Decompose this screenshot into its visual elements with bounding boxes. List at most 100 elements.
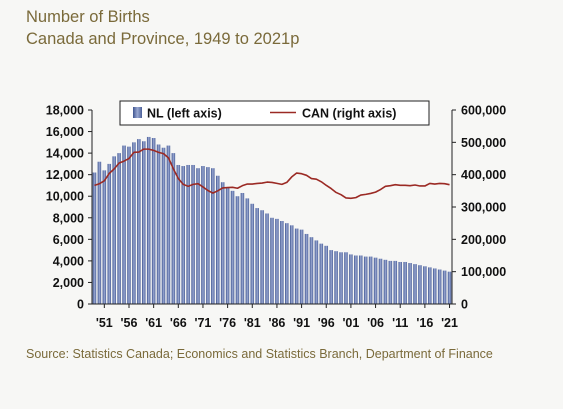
left-tick-label: 18,000	[46, 104, 84, 118]
nl-bar	[220, 182, 225, 304]
chart-subtitle: Canada and Province, 1949 to 2021p	[26, 30, 300, 48]
nl-bar	[285, 223, 289, 304]
nl-bar	[166, 145, 171, 304]
nl-bar	[151, 138, 156, 304]
nl-bar	[270, 217, 274, 304]
nl-bar	[368, 256, 373, 304]
x-tick-label: '66	[170, 316, 187, 330]
left-tick-label: 10,000	[46, 190, 84, 204]
nl-bar	[319, 243, 324, 304]
nl-bar	[211, 168, 215, 304]
nl-bar	[132, 142, 136, 304]
nl-bar	[304, 233, 309, 304]
nl-bar	[334, 251, 338, 304]
left-tick-label: 6,000	[53, 233, 84, 247]
x-tick-label: '11	[392, 316, 408, 330]
nl-bar	[265, 213, 269, 304]
nl-bar	[428, 267, 432, 304]
nl-bar	[289, 225, 294, 304]
nl-bar	[156, 144, 161, 304]
right-tick-label: 200,000	[461, 233, 506, 247]
nl-bar	[122, 145, 126, 304]
x-tick-label: '61	[145, 316, 162, 330]
nl-bar	[215, 175, 220, 304]
nl-bar	[432, 268, 437, 304]
right-tick-label: 100,000	[461, 265, 506, 279]
nl-bars-series	[92, 136, 452, 304]
nl-bar	[423, 266, 427, 304]
left-tick-label: 16,000	[46, 125, 84, 139]
nl-bar	[388, 260, 393, 304]
nl-bar	[206, 167, 210, 304]
chart-legend: NL (left axis) CAN (right axis)	[119, 100, 430, 126]
legend-nl-swatch	[133, 107, 142, 118]
x-tick-label: '01	[342, 316, 359, 330]
nl-bar	[344, 252, 348, 304]
x-tick-label: '96	[318, 316, 335, 330]
nl-bar	[117, 153, 121, 304]
right-tick-label: 0	[461, 298, 468, 312]
nl-bar	[275, 218, 279, 304]
nl-bar	[142, 141, 146, 304]
nl-bar	[191, 164, 195, 304]
nl-bar	[447, 271, 452, 304]
nl-bar	[403, 261, 407, 304]
nl-bar	[196, 168, 200, 304]
nl-bar	[245, 198, 250, 304]
x-tick-label: '56	[121, 316, 138, 330]
nl-bar	[408, 263, 412, 304]
right-tick-label: 600,000	[461, 104, 506, 118]
nl-bar	[225, 187, 230, 304]
nl-bar	[280, 221, 284, 304]
source-note: Source: Statistics Canada; Economics and…	[26, 347, 493, 361]
x-tick-label: '06	[367, 316, 384, 330]
nl-bar	[324, 245, 329, 304]
legend-can-label: CAN (right axis)	[302, 107, 396, 121]
nl-bar	[161, 147, 166, 304]
nl-bar	[358, 255, 363, 304]
nl-bar	[418, 265, 422, 304]
right-tick-label: 300,000	[461, 201, 506, 215]
nl-bar	[309, 237, 314, 304]
nl-bar	[230, 190, 235, 304]
nl-bar	[373, 257, 378, 304]
nl-bar	[112, 156, 116, 304]
nl-bar	[393, 260, 398, 304]
nl-bar	[314, 240, 319, 304]
chart-title: Number of Births	[26, 8, 150, 26]
left-tick-label: 4,000	[53, 254, 84, 268]
nl-bar	[235, 196, 240, 304]
nl-bar	[97, 161, 102, 304]
nl-bar	[127, 146, 131, 304]
nl-bar	[201, 166, 205, 304]
nl-bar	[102, 170, 107, 304]
left-tick-label: 8,000	[53, 211, 84, 225]
left-tick-label: 12,000	[46, 168, 84, 182]
nl-bar	[146, 136, 151, 304]
x-tick-label: '86	[268, 316, 285, 330]
nl-bar	[137, 139, 141, 304]
legend-box	[119, 100, 430, 126]
nl-bar	[378, 258, 383, 304]
left-tick-label: 2,000	[53, 276, 84, 290]
nl-bar	[398, 261, 402, 304]
nl-bar	[176, 164, 181, 304]
chart-axes: 0 2,000 4,000 6,000 8,000 10,000 12,000 14,000 1…	[46, 104, 506, 331]
nl-bar	[107, 163, 112, 304]
nl-bar	[383, 259, 388, 304]
nl-bar	[349, 254, 353, 304]
nl-bar	[171, 153, 176, 304]
x-tick-label: '21	[441, 316, 458, 330]
x-tick-label: '51	[96, 316, 113, 330]
x-tick-label: '71	[195, 316, 212, 330]
right-tick-label: 400,000	[461, 168, 506, 182]
nl-bar	[92, 172, 97, 304]
nl-bar	[260, 210, 264, 304]
x-tick-label: '81	[244, 316, 261, 330]
legend-nl-label: NL (left axis)	[147, 107, 222, 121]
left-tick-label: 14,000	[46, 147, 84, 161]
nl-bar	[240, 192, 245, 304]
nl-bar	[442, 270, 447, 304]
x-tick-label: '16	[416, 316, 433, 330]
x-tick-label: '76	[219, 316, 236, 330]
